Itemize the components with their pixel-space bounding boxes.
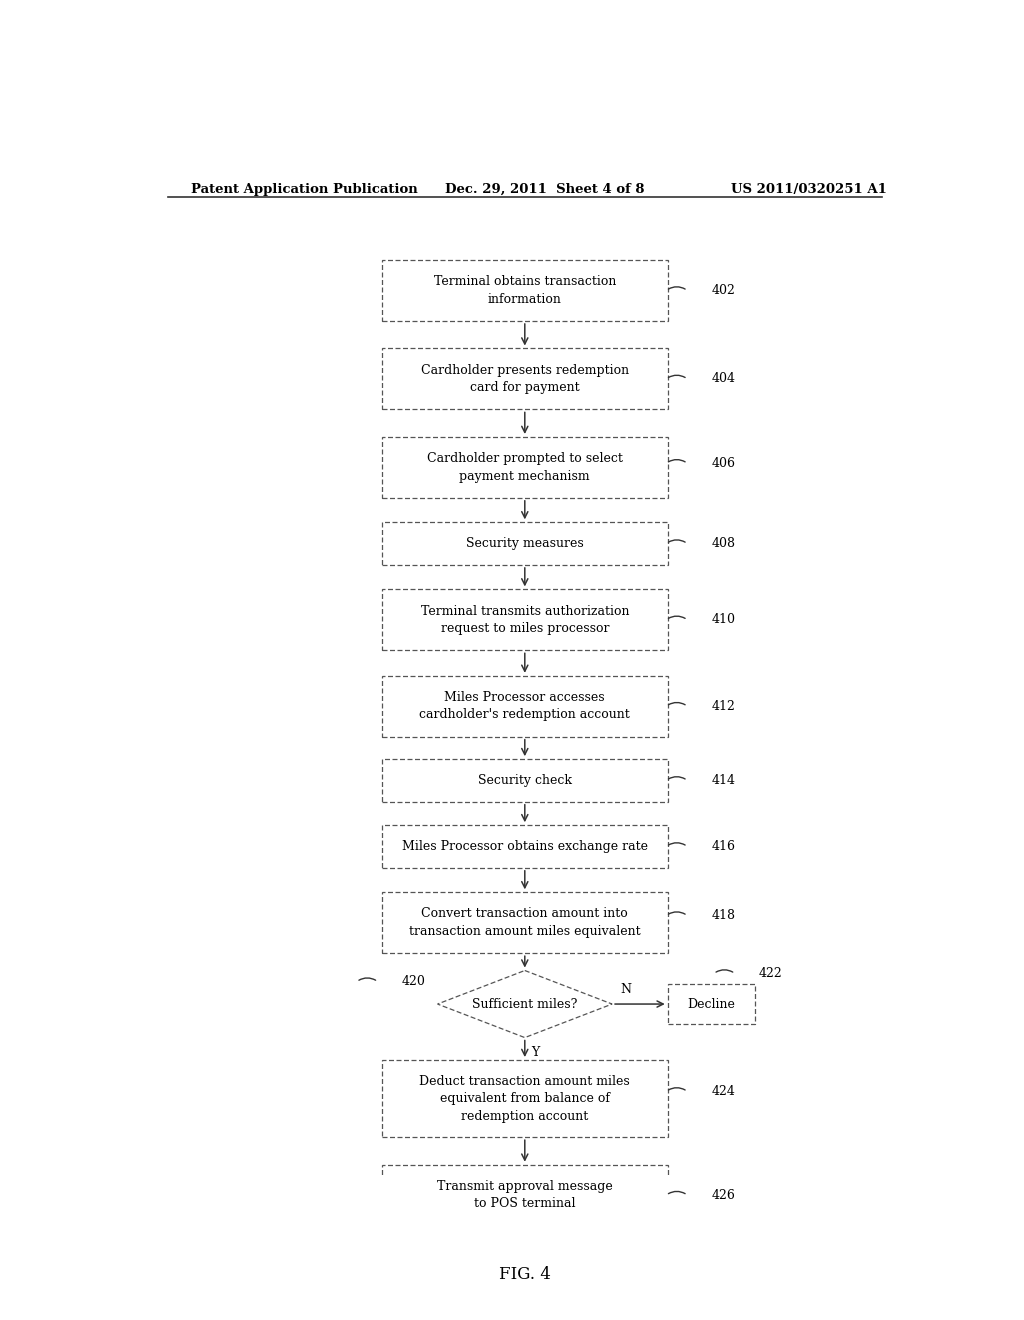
FancyBboxPatch shape [382,523,668,565]
Text: N: N [620,983,631,995]
Text: Transmit approval message
to POS terminal: Transmit approval message to POS termina… [437,1180,612,1210]
Text: Terminal transmits authorization
request to miles processor: Terminal transmits authorization request… [421,605,629,635]
Text: Deduct transaction amount miles
equivalent from balance of
redemption account: Deduct transaction amount miles equivale… [420,1074,630,1122]
Text: US 2011/0320251 A1: US 2011/0320251 A1 [731,182,887,195]
FancyBboxPatch shape [382,759,668,801]
Text: 410: 410 [712,614,735,627]
FancyBboxPatch shape [382,589,668,651]
Text: 426: 426 [712,1188,735,1201]
Text: Patent Application Publication: Patent Application Publication [191,182,418,195]
Polygon shape [437,970,612,1038]
Text: Cardholder prompted to select
payment mechanism: Cardholder prompted to select payment me… [427,453,623,483]
Text: Convert transaction amount into
transaction amount miles equivalent: Convert transaction amount into transact… [409,907,641,939]
Text: Security measures: Security measures [466,537,584,550]
Text: Miles Processor obtains exchange rate: Miles Processor obtains exchange rate [401,840,648,853]
FancyBboxPatch shape [668,983,755,1024]
Text: Cardholder presents redemption
card for payment: Cardholder presents redemption card for … [421,364,629,395]
Text: 420: 420 [401,975,426,989]
Text: 424: 424 [712,1085,735,1098]
FancyBboxPatch shape [382,1060,668,1138]
FancyBboxPatch shape [382,825,668,867]
Text: 418: 418 [712,909,735,923]
Text: 408: 408 [712,537,735,550]
Text: FIG. 4: FIG. 4 [499,1266,551,1283]
Text: 404: 404 [712,372,735,385]
FancyBboxPatch shape [382,437,668,498]
Text: Miles Processor accesses
cardholder's redemption account: Miles Processor accesses cardholder's re… [420,690,630,722]
FancyBboxPatch shape [382,676,668,737]
Text: Decline: Decline [687,998,735,1011]
FancyBboxPatch shape [382,1164,668,1225]
FancyBboxPatch shape [382,348,668,409]
Text: 414: 414 [712,774,735,787]
Text: 402: 402 [712,284,735,297]
FancyBboxPatch shape [382,892,668,953]
Text: Sufficient miles?: Sufficient miles? [472,998,578,1011]
Text: 416: 416 [712,840,735,853]
FancyBboxPatch shape [382,260,668,321]
Text: 412: 412 [712,700,735,713]
Text: 422: 422 [759,968,782,979]
Text: Security check: Security check [478,774,571,787]
Text: 406: 406 [712,457,735,470]
Text: Y: Y [531,1045,540,1059]
Text: Dec. 29, 2011  Sheet 4 of 8: Dec. 29, 2011 Sheet 4 of 8 [445,182,645,195]
Text: Terminal obtains transaction
information: Terminal obtains transaction information [433,276,616,306]
